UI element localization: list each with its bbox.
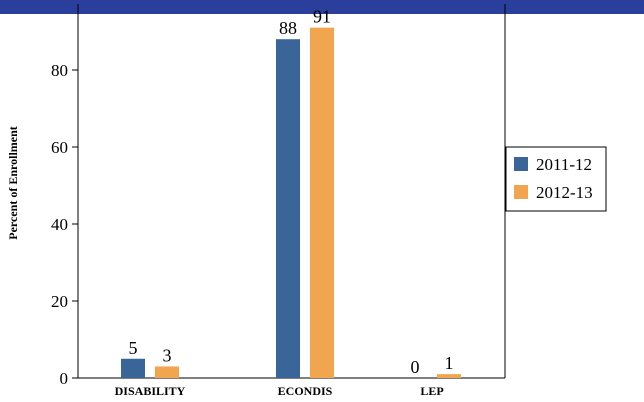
bar-disability-2011-12 — [121, 358, 145, 378]
header-band — [0, 0, 644, 14]
legend-swatch-2011-12 — [514, 157, 528, 171]
legend-label-2012-13: 2012-13 — [536, 183, 593, 202]
data-label: 5 — [129, 338, 138, 358]
x-category-label: DISABILITY — [115, 384, 186, 398]
data-label: 0 — [411, 357, 420, 377]
y-tick-label: 80 — [51, 61, 68, 80]
bar-econdis-2012-13 — [310, 27, 334, 379]
data-label: 1 — [445, 353, 454, 373]
bar-disability-2012-13 — [155, 366, 179, 378]
legend-label-2011-12: 2011-12 — [536, 155, 592, 174]
data-labels: 5 88 0 3 91 1 — [129, 7, 454, 377]
legend: 2011-12 2012-13 — [505, 146, 607, 212]
bar-lep-2012-13 — [437, 374, 461, 378]
x-axis-categories: DISABILITY ECONDIS LEP — [115, 384, 444, 398]
y-tick-label: 0 — [60, 369, 69, 388]
y-tick-label: 20 — [51, 292, 68, 311]
data-label: 88 — [279, 18, 297, 38]
y-axis-label: Percent of Enrollment — [6, 126, 20, 240]
bar-econdis-2011-12 — [276, 39, 300, 378]
bars — [121, 27, 461, 379]
legend-swatch-2012-13 — [514, 185, 528, 199]
y-axis-ticks: 0 20 40 60 80 — [51, 61, 78, 388]
data-label: 91 — [313, 7, 331, 27]
x-category-label: ECONDIS — [278, 384, 333, 398]
y-tick-label: 40 — [51, 215, 68, 234]
data-label: 3 — [163, 345, 172, 365]
x-category-label: LEP — [420, 384, 443, 398]
y-tick-label: 60 — [51, 138, 68, 157]
